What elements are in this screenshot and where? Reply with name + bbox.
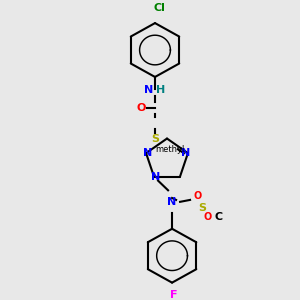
Text: S: S — [198, 202, 206, 213]
Text: F: F — [170, 290, 178, 300]
Text: O: O — [204, 212, 212, 222]
Text: O: O — [136, 103, 146, 113]
Text: S: S — [151, 134, 159, 143]
Text: Cl: Cl — [153, 4, 165, 14]
Text: N: N — [143, 148, 153, 158]
Text: N: N — [167, 197, 177, 207]
Text: N: N — [152, 172, 161, 182]
Text: H: H — [156, 85, 166, 95]
Text: N: N — [181, 148, 190, 158]
Text: methyl: methyl — [155, 145, 184, 154]
Text: N: N — [144, 85, 154, 95]
Text: O: O — [194, 191, 202, 201]
Text: C: C — [214, 212, 222, 222]
